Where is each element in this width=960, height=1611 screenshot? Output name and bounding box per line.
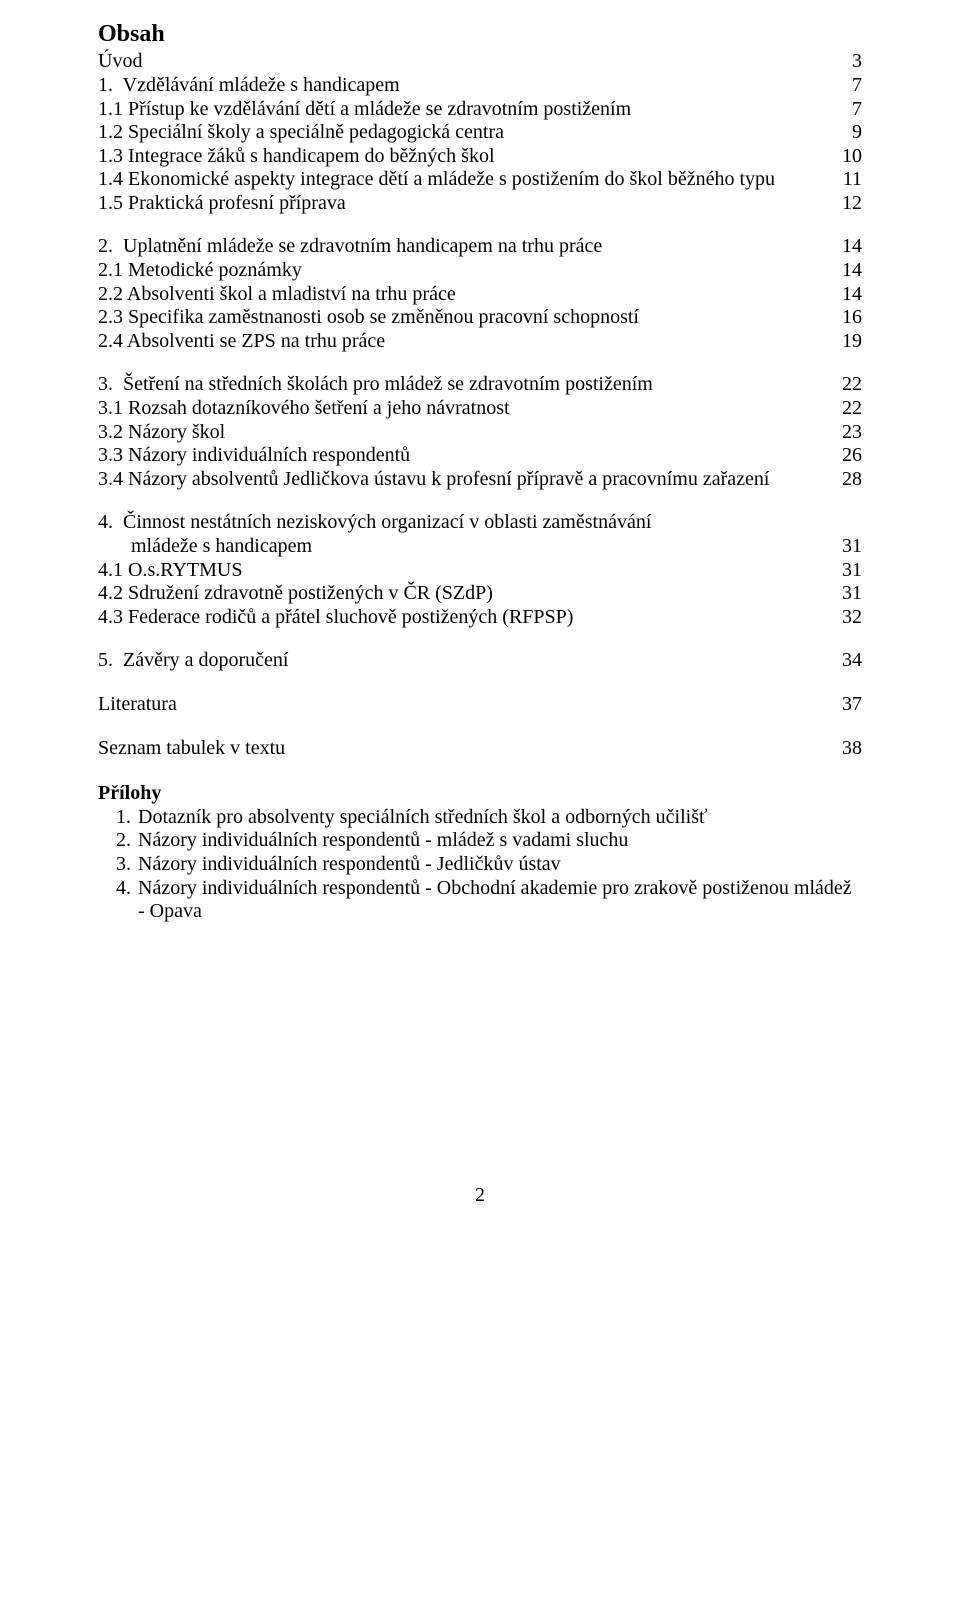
toc-entry-label: 4.3 Federace rodičů a přátel sluchově po… — [98, 606, 573, 630]
toc-entry: Literatura 37 — [98, 693, 862, 717]
toc-entry-page: 26 — [834, 444, 862, 468]
page-number: 2 — [98, 1184, 862, 1208]
toc-entry-page: 12 — [834, 192, 862, 216]
toc-entry-page: 31 — [834, 582, 862, 606]
toc-entry: 3.3 Názory individuálních respondentů 26 — [98, 444, 862, 468]
toc-entry-page: 16 — [834, 306, 862, 330]
toc-entry: 3.1 Rozsah dotazníkového šetření a jeho … — [98, 397, 862, 421]
toc-entry: 4. Činnost nestátních neziskových organi… — [98, 511, 862, 535]
toc-entry-page: 14 — [834, 283, 862, 307]
toc-entry-page: 22 — [834, 373, 862, 397]
toc-entry-label: mládeže s handicapem — [131, 535, 312, 559]
appendix-item: 3.Názory individuálních respondentů - Je… — [116, 853, 862, 877]
toc-entry: Úvod 3 — [98, 50, 862, 74]
toc-entry-page: 32 — [834, 606, 862, 630]
toc-group: 3. Šetření na středních školách pro mlád… — [98, 373, 862, 491]
toc-entry-page: 10 — [834, 145, 862, 169]
toc-entry: Seznam tabulek v textu 38 — [98, 737, 862, 761]
toc-entry-label: 2.4 Absolventi se ZPS na trhu práce — [98, 330, 385, 354]
toc-entry-label: 1. Vzdělávání mládeže s handicapem — [98, 74, 400, 98]
toc-entry-page: 9 — [844, 121, 862, 145]
toc-entry: 1.2 Speciální školy a speciálně pedagogi… — [98, 121, 862, 145]
toc-entry: 5. Závěry a doporučení 34 — [98, 649, 862, 673]
toc-entry-page: 38 — [834, 737, 862, 761]
toc-entry: mládeže s handicapem 31 — [98, 535, 862, 559]
toc-entry-label: 3.4 Názory absolventů Jedličkova ústavu … — [98, 468, 769, 492]
document-page: Obsah Úvod31. Vzdělávání mládeže s handi… — [0, 0, 960, 1611]
toc-entry-page: 28 — [834, 468, 862, 492]
toc-entry-label: 2.2 Absolventi škol a mladiství na trhu … — [98, 283, 456, 307]
toc-entry: 4.1 O.s.RYTMUS 31 — [98, 559, 862, 583]
appendix-item: 1.Dotazník pro absolventy speciálních st… — [116, 806, 862, 830]
appendix-item-text: Názory individuálních respondentů - Obch… — [138, 877, 862, 924]
toc-entry-page: 19 — [834, 330, 862, 354]
toc-entry-label: 4.1 O.s.RYTMUS — [98, 559, 242, 583]
appendix-item: 4.Názory individuálních respondentů - Ob… — [116, 877, 862, 924]
toc-entry-page: 3 — [844, 50, 862, 74]
toc-entry-page: 23 — [834, 421, 862, 445]
toc-entry: 1.3 Integrace žáků s handicapem do běžný… — [98, 145, 862, 169]
toc-group: Úvod 3 1. Vzdělávání mládeže s handicapem 7… — [98, 50, 862, 215]
toc-entry-label: Seznam tabulek v textu — [98, 737, 285, 761]
toc-entry-label: 1.5 Praktická profesní příprava — [98, 192, 346, 216]
toc-entry-label: Úvod — [98, 50, 142, 74]
toc-entry: 1.1 Přístup ke vzdělávání dětí a mládeže… — [98, 98, 862, 122]
appendix-item-text: Dotazník pro absolventy speciálních stře… — [138, 806, 862, 830]
toc-entry-label: 3.3 Názory individuálních respondentů — [98, 444, 410, 468]
toc-group: 2. Uplatnění mládeže se zdravotním handi… — [98, 235, 862, 353]
toc-entry: 3. Šetření na středních školách pro mlád… — [98, 373, 862, 397]
toc-entry-label: Literatura — [98, 693, 177, 717]
appendix-item-text: Názory individuálních respondentů - mlád… — [138, 829, 862, 853]
toc-entry-label: 3. Šetření na středních školách pro mlád… — [98, 373, 653, 397]
toc-entry-label: 2.1 Metodické poznámky — [98, 259, 302, 283]
toc-entry-page: 34 — [834, 649, 862, 673]
toc-group: Literatura 37 — [98, 693, 862, 717]
appendix-list: 1.Dotazník pro absolventy speciálních st… — [98, 806, 862, 924]
toc-entry: 4.3 Federace rodičů a přátel sluchově po… — [98, 606, 862, 630]
toc-entry-label: 1.2 Speciální školy a speciálně pedagogi… — [98, 121, 504, 145]
toc-entry-label: 4. Činnost nestátních neziskových organi… — [98, 511, 651, 535]
toc-entry-page: 11 — [835, 168, 862, 192]
toc-entry: 3.2 Názory škol 23 — [98, 421, 862, 445]
toc-entry: 2. Uplatnění mládeže se zdravotním handi… — [98, 235, 862, 259]
toc-entry-label: 3.2 Názory škol — [98, 421, 225, 445]
appendix-title: Přílohy — [98, 782, 862, 806]
toc-entry-label: 1.4 Ekonomické aspekty integrace dětí a … — [98, 168, 775, 192]
appendix-item-number: 1. — [116, 806, 138, 830]
toc-entry: 1. Vzdělávání mládeže s handicapem 7 — [98, 74, 862, 98]
toc-entry-label: 2. Uplatnění mládeže se zdravotním handi… — [98, 235, 602, 259]
toc-entry-label: 4.2 Sdružení zdravotně postižených v ČR … — [98, 582, 493, 606]
toc-entry-page: 31 — [834, 559, 862, 583]
toc-entry-page: 37 — [834, 693, 862, 717]
appendix-item-text: Názory individuálních respondentů - Jedl… — [138, 853, 862, 877]
toc-entry-page: 31 — [834, 535, 862, 559]
toc-entry-label: 5. Závěry a doporučení — [98, 649, 288, 673]
toc-entry: 3.4 Názory absolventů Jedličkova ústavu … — [98, 468, 862, 492]
toc-entry: 2.4 Absolventi se ZPS na trhu práce 19 — [98, 330, 862, 354]
toc-entry-label: 3.1 Rozsah dotazníkového šetření a jeho … — [98, 397, 510, 421]
appendix-item-number: 4. — [116, 877, 138, 924]
toc-entry: 2.1 Metodické poznámky 14 — [98, 259, 862, 283]
toc-entry-label: 2.3 Specifika zaměstnanosti osob se změn… — [98, 306, 639, 330]
toc-group: Seznam tabulek v textu 38 — [98, 737, 862, 761]
toc-entry: 2.2 Absolventi škol a mladiství na trhu … — [98, 283, 862, 307]
toc-entry: 1.4 Ekonomické aspekty integrace dětí a … — [98, 168, 862, 192]
appendix-item: 2.Názory individuálních respondentů - ml… — [116, 829, 862, 853]
toc-entry: 4.2 Sdružení zdravotně postižených v ČR … — [98, 582, 862, 606]
toc-entry-page: 22 — [834, 397, 862, 421]
appendix-item-number: 2. — [116, 829, 138, 853]
toc-entry-label: 1.1 Přístup ke vzdělávání dětí a mládeže… — [98, 98, 631, 122]
toc-entry: 1.5 Praktická profesní příprava 12 — [98, 192, 862, 216]
toc-group: 4. Činnost nestátních neziskových organi… — [98, 511, 862, 629]
toc-entry-page: 14 — [834, 235, 862, 259]
toc-entry-page: 14 — [834, 259, 862, 283]
toc-entry: 2.3 Specifika zaměstnanosti osob se změn… — [98, 306, 862, 330]
appendix-item-number: 3. — [116, 853, 138, 877]
toc-group: 5. Závěry a doporučení 34 — [98, 649, 862, 673]
toc-title: Obsah — [98, 20, 862, 48]
toc-entry-page: 7 — [844, 74, 862, 98]
toc-container: Úvod 3 1. Vzdělávání mládeže s handicapem 7… — [98, 50, 862, 760]
toc-entry-page: 7 — [844, 98, 862, 122]
toc-entry-label: 1.3 Integrace žáků s handicapem do běžný… — [98, 145, 495, 169]
